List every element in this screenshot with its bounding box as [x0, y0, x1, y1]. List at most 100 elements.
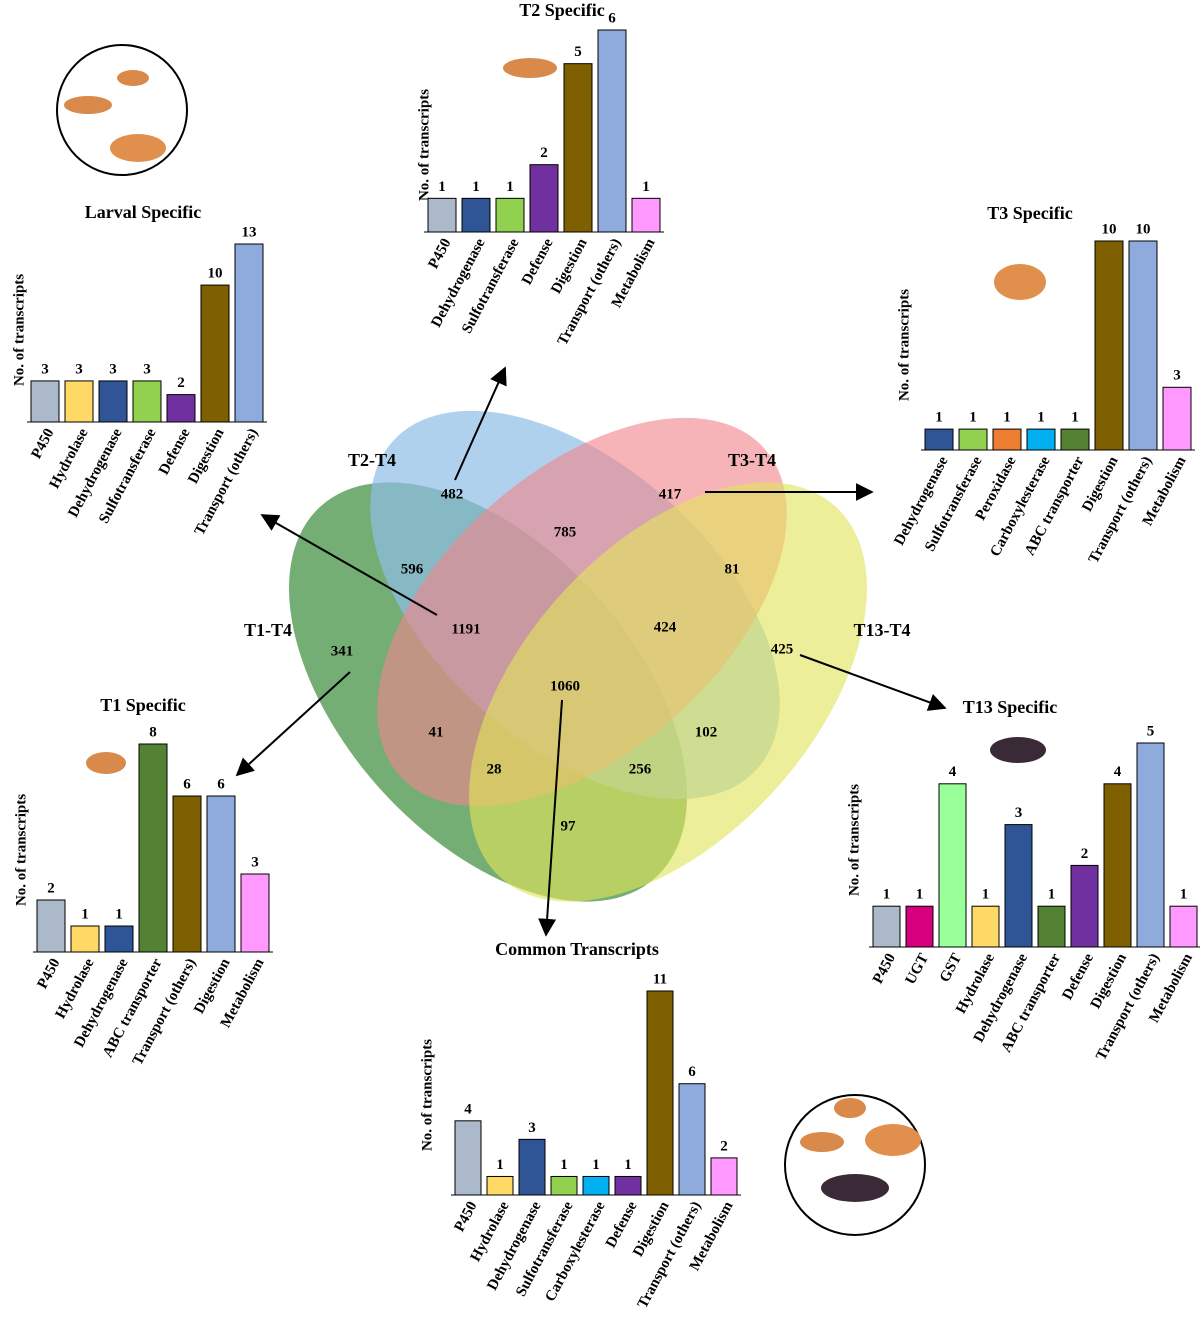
bar	[132, 380, 162, 423]
region-count: 425	[771, 641, 794, 657]
bar	[30, 380, 60, 423]
bar	[1004, 824, 1033, 948]
value-label: 1	[81, 906, 89, 922]
bar	[172, 795, 202, 953]
bar	[1103, 783, 1132, 948]
bar	[36, 899, 66, 953]
bar	[427, 197, 457, 233]
region-count: 97	[561, 818, 577, 834]
arrow	[235, 671, 351, 777]
bar	[1128, 240, 1158, 451]
bar	[1060, 428, 1090, 451]
value-label: 1	[1037, 410, 1045, 426]
value-label: 3	[528, 1120, 536, 1136]
set-label: T13-T4	[853, 620, 910, 640]
larva	[110, 134, 166, 162]
value-label: 10	[1102, 221, 1117, 237]
larva-circle	[56, 44, 188, 176]
value-label: 1	[916, 887, 924, 903]
value-label: 2	[177, 375, 185, 391]
larva	[64, 96, 112, 114]
value-label: 11	[653, 971, 667, 987]
bar	[646, 990, 674, 1196]
category-label: Defense	[156, 426, 194, 478]
arrow	[538, 699, 563, 937]
value-label: 1	[1071, 410, 1079, 426]
y-axis-label: No. of transcripts	[416, 89, 432, 201]
chart-title: T2 Specific	[519, 0, 605, 20]
category-label: Defense	[519, 236, 557, 288]
region-count: 482	[441, 486, 464, 502]
category-label: P450	[29, 426, 58, 461]
value-label: 4	[464, 1101, 472, 1117]
value-label: 1	[472, 179, 480, 195]
bar	[240, 873, 270, 953]
value-label: 1	[624, 1157, 632, 1173]
region-count: 102	[695, 724, 718, 740]
value-label: 5	[1147, 723, 1155, 739]
mixed-circle	[784, 1094, 926, 1236]
value-label: 3	[109, 361, 117, 377]
arrow	[799, 654, 947, 711]
y-axis-label: No. of transcripts	[419, 1039, 435, 1151]
category-label: UGT	[903, 951, 932, 987]
category-label: P450	[35, 956, 64, 991]
value-label: 3	[75, 361, 83, 377]
value-label: 1	[115, 906, 123, 922]
set-label: T1-T4	[244, 620, 292, 640]
category-label: P450	[426, 236, 455, 271]
bar	[1162, 386, 1192, 451]
region-count: 1060	[550, 678, 580, 694]
bar	[166, 394, 196, 423]
larva	[994, 264, 1046, 300]
region-count: 256	[629, 761, 652, 777]
bar	[678, 1083, 706, 1196]
bar	[1169, 905, 1198, 948]
bar	[597, 29, 627, 233]
arrows	[235, 366, 947, 937]
value-label: 1	[592, 1157, 600, 1173]
bar	[495, 197, 525, 233]
value-label: 1	[982, 887, 990, 903]
bar	[104, 925, 134, 953]
bar	[1136, 742, 1165, 948]
bar	[550, 1175, 578, 1196]
value-label: 1	[935, 410, 943, 426]
value-label: 1	[506, 179, 514, 195]
larva	[503, 58, 557, 78]
larva	[117, 70, 149, 86]
illustrations	[56, 44, 1046, 1236]
value-label: 2	[540, 145, 548, 161]
bar	[992, 428, 1022, 451]
region-count: 785	[554, 524, 577, 540]
bar	[486, 1175, 514, 1196]
bar	[872, 905, 901, 948]
value-label: 2	[47, 880, 55, 896]
bar	[924, 428, 954, 451]
value-label: 4	[1114, 764, 1122, 780]
beetle	[990, 737, 1046, 763]
larva	[865, 1124, 921, 1156]
region-count: 1191	[451, 621, 480, 637]
bar	[1026, 428, 1056, 451]
y-axis-label: No. of transcripts	[11, 274, 27, 386]
value-label: 1	[642, 179, 650, 195]
bar	[938, 783, 967, 948]
chart-title: T3 Specific	[987, 203, 1073, 223]
category-label: P450	[452, 1199, 481, 1234]
value-label: 1	[1003, 410, 1011, 426]
bar	[710, 1157, 738, 1196]
value-label: 10	[1136, 221, 1151, 237]
bar	[98, 380, 128, 423]
value-label: 1	[1048, 887, 1056, 903]
set-label: T3-T4	[728, 450, 776, 470]
larva	[834, 1098, 866, 1118]
value-label: 2	[720, 1138, 728, 1154]
bar	[582, 1175, 610, 1196]
category-label: Transport (others)	[192, 426, 262, 538]
category-label: Transport (others)	[130, 956, 200, 1068]
chart-title: Larval Specific	[85, 202, 201, 222]
bar	[518, 1138, 546, 1196]
value-label: 2	[1081, 846, 1089, 862]
bar	[905, 905, 934, 948]
